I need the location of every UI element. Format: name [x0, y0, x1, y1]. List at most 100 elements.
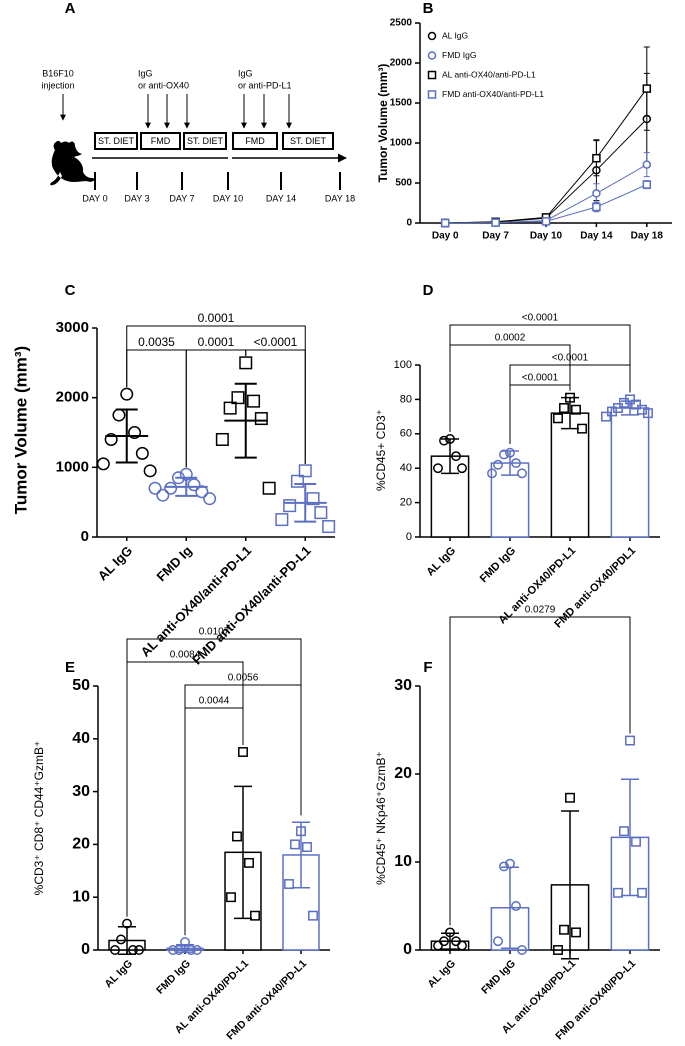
y-axis-label: %CD45⁺ NKp46⁺GzmB⁺: [374, 751, 388, 885]
data-point: [499, 861, 509, 872]
day-label: DAY 14: [266, 193, 296, 203]
data-point: [619, 826, 629, 837]
error-bar: [501, 450, 519, 476]
p-value: <0.0001: [522, 313, 559, 324]
data-point: [290, 839, 300, 850]
data-point: [174, 945, 184, 955]
data-point: [511, 901, 521, 911]
legend-marker: [427, 90, 437, 99]
data-point: [642, 160, 652, 169]
error-bar: [292, 821, 310, 889]
x-tick-label: FMD Ig: [154, 543, 195, 584]
data-point: [625, 394, 635, 405]
x-tick-label: Day 0: [432, 231, 459, 242]
legend-marker: [427, 51, 437, 60]
legend-label: FMD anti-OX40/anti-PD-L1: [442, 89, 544, 99]
x-tick-label: Day 18: [631, 231, 664, 242]
data-point: [577, 423, 587, 434]
error-bar: [234, 785, 252, 920]
p-value: <0.0001: [254, 335, 298, 349]
data-point: [322, 520, 336, 534]
series-line: [445, 118, 648, 224]
x-tick-label: AL IgG: [102, 958, 135, 991]
data-point: [553, 945, 563, 955]
data-point: [283, 499, 297, 513]
data-point: [511, 458, 521, 468]
data-point: [110, 945, 120, 955]
y-tick-label: 30: [394, 677, 412, 694]
sd-whisker: [115, 408, 138, 464]
data-point: [239, 356, 253, 370]
data-point: [96, 457, 110, 471]
data-point: [238, 747, 248, 757]
p-value: 0.0044: [199, 696, 230, 707]
y-axis-label: %CD45+ CD3⁺: [374, 409, 388, 491]
data-point: [440, 218, 450, 228]
legend-label: FMD IgG: [442, 50, 476, 60]
legend-marker: [427, 70, 437, 80]
phase-label: ST. DIET: [290, 136, 327, 146]
p-value: <0.0001: [522, 373, 559, 384]
data-point: [565, 792, 575, 803]
phase-boxes: [94, 132, 334, 150]
data-point: [104, 432, 118, 446]
data-point: [493, 936, 503, 947]
data-point: [613, 403, 623, 413]
day-label: DAY 3: [124, 193, 149, 203]
data-point: [232, 831, 242, 842]
data-point: [517, 945, 527, 955]
y-axis-label: Tumor Volume (mm³): [376, 64, 390, 183]
data-point: [491, 218, 500, 227]
data-point: [592, 202, 601, 212]
data-point: [487, 468, 497, 479]
y-tick-label: 500: [395, 178, 412, 189]
day-label: DAY 0: [82, 193, 107, 203]
day-label: DAY 7: [169, 193, 194, 203]
day-label: DAY 18: [325, 193, 355, 203]
error-bar: [561, 396, 579, 430]
data-point: [499, 449, 509, 460]
p-value: 0.0002: [495, 333, 526, 344]
y-tick-label: 50: [72, 677, 90, 694]
data-point: [215, 432, 229, 446]
data-point: [187, 478, 201, 492]
data-point: [148, 481, 162, 495]
y-tick-label: 2000: [56, 389, 89, 406]
data-point: [457, 940, 467, 951]
data-point: [559, 924, 569, 935]
annotation: injection: [41, 80, 74, 90]
y-tick-label: 0: [81, 941, 90, 958]
data-point: [275, 513, 289, 527]
legend-label: AL IgG: [442, 30, 468, 40]
data-point: [439, 435, 449, 446]
data-point: [254, 412, 268, 426]
significance-bracket: [126, 638, 302, 917]
y-tick-label: 2000: [390, 58, 413, 69]
data-point: [143, 464, 157, 478]
day-ticks: [94, 172, 341, 190]
panel-label: A: [65, 0, 76, 17]
y-tick-label: 0: [403, 941, 412, 958]
data-point: [116, 934, 126, 945]
y-tick-label: 100: [394, 359, 412, 371]
panel-label: B: [423, 0, 434, 17]
annotation: or anti-OX40: [138, 80, 189, 90]
data-point: [308, 910, 318, 921]
data-point: [302, 842, 312, 852]
data-point: [505, 858, 515, 869]
bar: [550, 412, 590, 538]
error-bar: [441, 438, 459, 475]
data-point: [637, 404, 647, 415]
data-point: [637, 887, 647, 898]
data-point: [296, 826, 306, 837]
bar: [610, 407, 650, 538]
data-point: [592, 153, 601, 163]
x-tick-label: AL IgG: [424, 545, 458, 579]
data-point: [262, 481, 276, 495]
data-point: [128, 945, 138, 955]
treatment-arrows: [60, 94, 292, 129]
x-tick-label: FMD IgG: [154, 958, 193, 997]
timeline: A B16F10 injection IgG or anti-OX40 IgG …: [41, 0, 355, 203]
x-tick-label: FMD IgG: [479, 958, 518, 997]
sd-whisker: [294, 483, 317, 523]
